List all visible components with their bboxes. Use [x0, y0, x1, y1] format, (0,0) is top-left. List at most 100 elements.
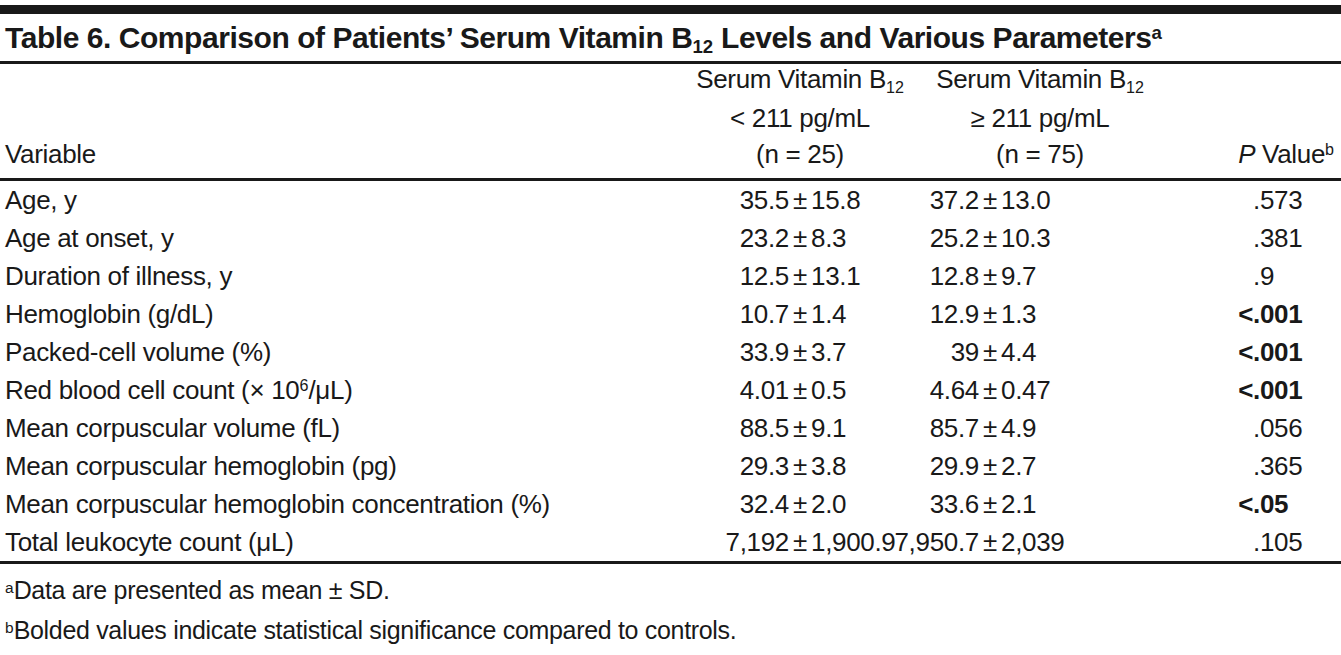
- group2-header-line3: (n = 75): [996, 139, 1084, 169]
- variable-text: Age at onset, y: [5, 223, 174, 253]
- group2-value-cell: 85.7±4.9: [881, 409, 1036, 447]
- group1-header-line3: (n = 25): [756, 139, 844, 169]
- group2-mean: 37.2: [881, 181, 979, 219]
- group2-sd: 2.7: [1001, 447, 1036, 485]
- plus-minus-sign: ±: [789, 181, 811, 219]
- row-variable-label: Age at onset, y: [5, 219, 174, 260]
- table-title-prefix: Table 6. Comparison of Patients’ Serum V…: [5, 21, 692, 54]
- plus-minus-sign: ±: [979, 409, 1001, 447]
- pvalue-number: .365: [1253, 447, 1302, 485]
- pvalue-header-footnote-marker: b: [1325, 140, 1334, 158]
- footnotes: aData are presented as mean ± SD. bBolde…: [0, 564, 1341, 652]
- row-variable-label: Total leukocyte count (μL): [5, 523, 293, 564]
- group1-mean: 88.5: [691, 409, 789, 447]
- variable-text: Mean corpuscular volume (fL): [5, 413, 340, 443]
- group2-mean: 25.2: [881, 219, 979, 257]
- pvalue-number: .9: [1253, 257, 1274, 295]
- group1-value-cell: 33.9±3.7: [691, 333, 846, 371]
- group2-sd: 9.7: [1001, 257, 1036, 295]
- group2-value-cell: 39±4.4: [881, 333, 1036, 371]
- group1-mean: 35.5: [691, 181, 789, 219]
- variable-text: Packed-cell volume (%): [5, 337, 271, 367]
- group2-mean: 39: [881, 333, 979, 371]
- table-title: Table 6. Comparison of Patients’ Serum V…: [0, 14, 1341, 61]
- group1-sd: 8.3: [811, 219, 846, 257]
- group1-header-line1-text: Serum Vitamin B: [696, 64, 886, 94]
- group2-value-cell: 12.8±9.7: [881, 257, 1036, 295]
- pvalue-number: .001: [1253, 295, 1302, 333]
- group2-mean: 12.8: [881, 257, 979, 295]
- plus-minus-sign: ±: [789, 371, 811, 409]
- group2-header-line1-text: Serum Vitamin B: [936, 64, 1126, 94]
- group1-value-cell: 7,192±1,900.9: [691, 523, 896, 561]
- row-variable-label: Packed-cell volume (%): [5, 333, 271, 374]
- group2-value-cell: 4.64±0.47: [881, 371, 1050, 409]
- group2-value-cell: 25.2±10.3: [881, 219, 1050, 257]
- pvalue-inequality-prefix: <: [1223, 485, 1253, 523]
- pvalue-inequality-prefix: [1223, 523, 1253, 561]
- group2-sd: 4.4: [1001, 333, 1036, 371]
- group1-value-cell: 12.5±13.1: [691, 257, 860, 295]
- group2-sd: 10.3: [1001, 219, 1050, 257]
- pvalue-inequality-prefix: <: [1223, 333, 1253, 371]
- group1-value-cell: 35.5±15.8: [691, 181, 860, 219]
- row-variable-label: Age, y: [5, 181, 77, 222]
- variable-text: Total leukocyte count (μL): [5, 527, 293, 557]
- group1-header-line1-subscript: 12: [886, 78, 904, 96]
- pvalue-inequality-prefix: <: [1223, 295, 1253, 333]
- pvalue-inequality-prefix: [1223, 219, 1253, 257]
- row-variable-label: Red blood cell count (× 106/μL): [5, 371, 353, 412]
- variable-text: Red blood cell count (× 10: [5, 375, 300, 405]
- plus-minus-sign: ±: [979, 295, 1001, 333]
- table-row: Mean corpuscular volume (fL) 88.5±9.1 85…: [0, 409, 1341, 447]
- group2-sd: 2,039: [1001, 523, 1064, 561]
- group2-sd: 13.0: [1001, 181, 1050, 219]
- group2-header-line1: Serum Vitamin B12: [936, 64, 1144, 94]
- variable-text: Mean corpuscular hemoglobin concentratio…: [5, 489, 550, 519]
- pvalue-inequality-prefix: [1223, 257, 1253, 295]
- group1-mean: 7,192: [691, 523, 789, 561]
- pvalue-cell: .9: [1223, 257, 1274, 295]
- group2-sd: 2.1: [1001, 485, 1036, 523]
- group2-value-cell: 12.9±1.3: [881, 295, 1036, 333]
- pvalue-cell: .573: [1223, 181, 1302, 219]
- row-variable-label: Mean corpuscular hemoglobin concentratio…: [5, 485, 550, 526]
- variable-text: Hemoglobin (g/dL): [5, 299, 213, 329]
- group1-sd: 0.5: [811, 371, 846, 409]
- pvalue-cell: .365: [1223, 447, 1302, 485]
- group1-mean: 23.2: [691, 219, 789, 257]
- table-row: Total leukocyte count (μL) 7,192±1,900.9…: [0, 523, 1341, 561]
- table-row: Mean corpuscular hemoglobin concentratio…: [0, 485, 1341, 523]
- group2-mean: 85.7: [881, 409, 979, 447]
- table-row: Age at onset, y 23.2 ±8.3 25.2±10.3 .381: [0, 219, 1341, 257]
- group2-mean: 29.9: [881, 447, 979, 485]
- table-row: Hemoglobin (g/dL) 10.7±1.4 12.9±1.3 <.00…: [0, 295, 1341, 333]
- footnote-a: aData are presented as mean ± SD.: [5, 572, 1341, 612]
- pvalue-cell: <.05: [1223, 485, 1288, 523]
- plus-minus-sign: ±: [979, 523, 1001, 561]
- table-header-row: Variable Serum Vitamin B12 < 211 pg/mL (…: [0, 64, 1341, 178]
- column-header-group2: Serum Vitamin B12 ≥ 211 pg/mL (n = 75): [936, 61, 1144, 172]
- group1-sd: 1.4: [811, 295, 846, 333]
- plus-minus-sign: ±: [979, 181, 1001, 219]
- pvalue-cell: <.001: [1223, 295, 1302, 333]
- group1-value-cell: 4.01±0.5: [691, 371, 846, 409]
- column-header-variable: Variable: [5, 139, 96, 170]
- table-row: Red blood cell count (× 106/μL) 4.01±0.5…: [0, 371, 1341, 409]
- plus-minus-sign: ±: [789, 447, 811, 485]
- group2-mean: 4.64: [881, 371, 979, 409]
- pvalue-cell: <.001: [1223, 333, 1302, 371]
- pvalue-number: .056: [1253, 409, 1302, 447]
- group1-mean: 33.9: [691, 333, 789, 371]
- group1-value-cell: 32.4±2.0: [691, 485, 846, 523]
- pvalue-number: .001: [1253, 333, 1302, 371]
- pvalue-number: .001: [1253, 371, 1302, 409]
- row-variable-label: Mean corpuscular hemoglobin (pg): [5, 447, 397, 488]
- group2-sd: 4.9: [1001, 409, 1036, 447]
- column-header-group1: Serum Vitamin B12 < 211 pg/mL (n = 25): [696, 61, 904, 172]
- pvalue-number: .381: [1253, 219, 1302, 257]
- plus-minus-sign: ±: [979, 219, 1001, 257]
- row-variable-label: Duration of illness, y: [5, 257, 232, 298]
- pvalue-cell: .381: [1223, 219, 1302, 257]
- pvalue-inequality-prefix: [1223, 181, 1253, 219]
